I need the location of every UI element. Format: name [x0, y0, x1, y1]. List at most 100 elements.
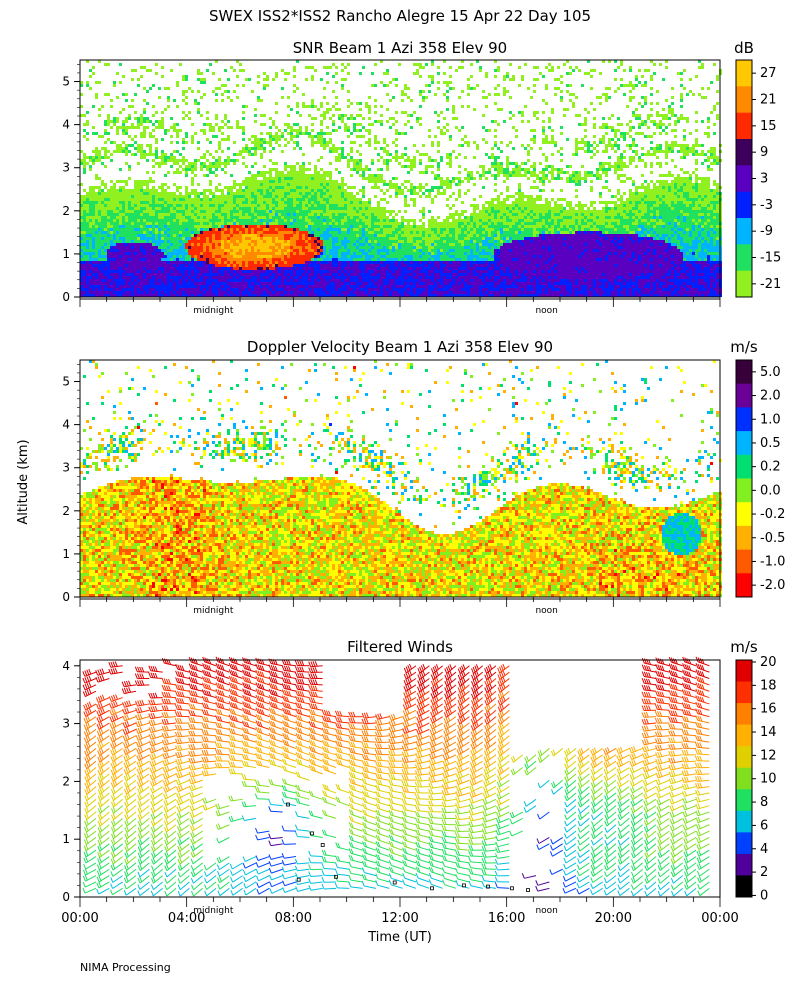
snr-cell — [278, 237, 281, 240]
snr-cell — [188, 201, 191, 204]
snr-cell — [242, 231, 245, 234]
snr-cell — [164, 246, 167, 249]
snr-cell — [323, 87, 326, 90]
snr-cell — [338, 126, 341, 129]
snr-cell — [383, 180, 386, 183]
snr-cell — [176, 288, 179, 291]
snr-cell — [356, 207, 359, 210]
snr-cell — [116, 219, 119, 222]
snr-cell — [158, 210, 161, 213]
snr-cell — [203, 252, 206, 255]
snr-cell — [119, 228, 122, 231]
snr-cell — [89, 294, 92, 297]
snr-cell — [200, 276, 203, 279]
snr-cell — [179, 153, 182, 156]
snr-cell — [317, 159, 320, 162]
snr-cell — [98, 108, 101, 111]
snr-cell — [389, 231, 392, 234]
snr-cell — [302, 258, 305, 261]
snr-cell — [320, 279, 323, 282]
snr-cell — [137, 231, 140, 234]
snr-cell — [380, 60, 383, 63]
snr-cell — [221, 243, 224, 246]
snr-cell — [185, 282, 188, 285]
snr-cell — [146, 189, 149, 192]
snr-cell — [89, 210, 92, 213]
snr-cell — [368, 144, 371, 147]
snr-cell — [368, 279, 371, 282]
snr-cell — [125, 288, 128, 291]
snr-cell — [155, 204, 158, 207]
snr-cell — [275, 273, 278, 276]
snr-cell — [335, 261, 338, 264]
snr-cell — [254, 246, 257, 249]
snr-cell — [350, 219, 353, 222]
snr-cell — [317, 258, 320, 261]
snr-cell — [221, 138, 224, 141]
snr-cell — [143, 276, 146, 279]
snr-cell — [257, 273, 260, 276]
snr-cell — [92, 258, 95, 261]
snr-cell — [326, 279, 329, 282]
snr-cell — [140, 150, 143, 153]
snr-cell — [122, 270, 125, 273]
snr-cell — [284, 216, 287, 219]
snr-cell — [257, 240, 260, 243]
snr-cell — [257, 81, 260, 84]
snr-cell — [188, 228, 191, 231]
snr-cell — [341, 222, 344, 225]
snr-cell — [314, 264, 317, 267]
snr-cell — [119, 198, 122, 201]
snr-cell — [299, 237, 302, 240]
snr-cell — [353, 168, 356, 171]
snr-cell — [353, 270, 356, 273]
snr-cell — [89, 273, 92, 276]
snr-cell — [128, 126, 131, 129]
snr-cell — [344, 261, 347, 264]
snr-cell — [365, 264, 368, 267]
snr-cell — [284, 174, 287, 177]
snr-cell — [125, 237, 128, 240]
snr-cell — [131, 237, 134, 240]
snr-cell — [95, 210, 98, 213]
snr-cell — [152, 279, 155, 282]
snr-cell — [107, 228, 110, 231]
snr-cell — [359, 261, 362, 264]
snr-cell — [311, 258, 314, 261]
snr-cell — [131, 207, 134, 210]
snr-cell — [176, 240, 179, 243]
snr-cell — [269, 159, 272, 162]
snr-cell — [302, 93, 305, 96]
snr-cell — [290, 183, 293, 186]
snr-cell — [146, 126, 149, 129]
snr-cell — [281, 237, 284, 240]
snr-cell — [182, 213, 185, 216]
snr-cell — [227, 279, 230, 282]
snr-cell — [161, 186, 164, 189]
snr-cell — [212, 207, 215, 210]
snr-cell — [341, 69, 344, 72]
snr-cell — [242, 138, 245, 141]
snr-cell — [308, 285, 311, 288]
snr-cell — [143, 291, 146, 294]
snr-cell — [236, 222, 239, 225]
snr-cell — [209, 204, 212, 207]
snr-cell — [269, 210, 272, 213]
snr-cell — [242, 285, 245, 288]
snr-cell — [215, 267, 218, 270]
snr-cell — [377, 222, 380, 225]
snr-cell — [173, 237, 176, 240]
snr-cell — [122, 240, 125, 243]
snr-cell — [392, 219, 395, 222]
snr-cell — [212, 222, 215, 225]
snr-cell — [92, 192, 95, 195]
snr-cell — [263, 177, 266, 180]
snr-cell — [215, 261, 218, 264]
snr-cell — [293, 213, 296, 216]
snr-cell — [119, 279, 122, 282]
snr-cell — [254, 153, 257, 156]
snr-cell — [107, 120, 110, 123]
snr-cell — [83, 282, 86, 285]
snr-cell — [149, 192, 152, 195]
snr-cell — [158, 87, 161, 90]
